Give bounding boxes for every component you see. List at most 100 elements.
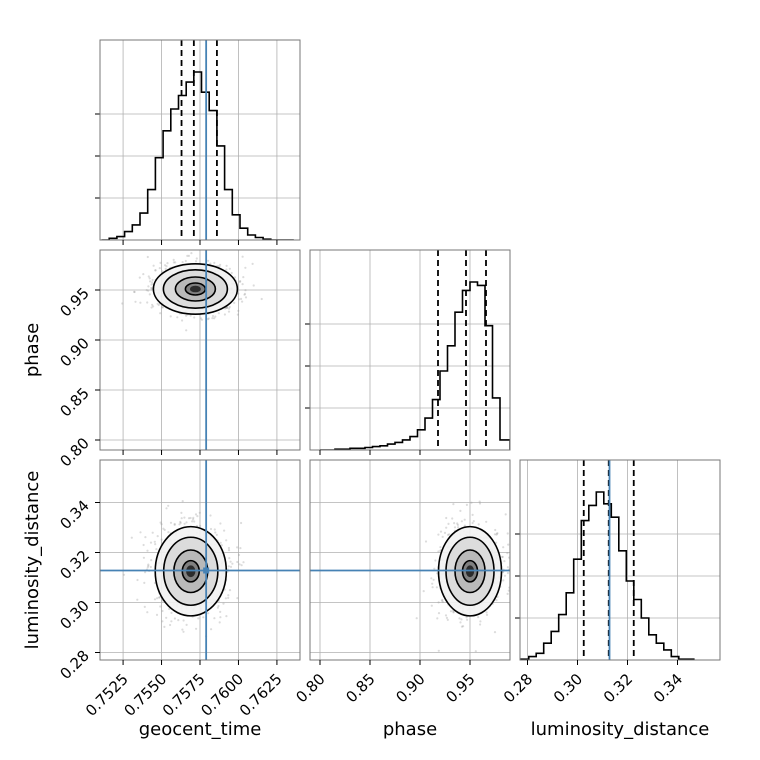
sample-point [207, 259, 210, 262]
sample-point [470, 501, 473, 504]
sample-point [227, 549, 231, 552]
sample-point [219, 263, 222, 266]
x-tick-label-phase: 0.95 [442, 670, 478, 706]
sample-point [209, 514, 212, 517]
x-tick-label-geocent_time: 0.7625 [236, 670, 286, 720]
sample-point [479, 620, 482, 623]
panel-content [121, 245, 263, 450]
sample-point [216, 264, 220, 268]
sample-point [147, 285, 150, 288]
x-axis-label-phase: phase [383, 719, 437, 740]
sample-point [472, 520, 475, 523]
panel-content [100, 460, 300, 660]
x-tick-label-phase: 0.90 [392, 670, 428, 706]
sample-point [225, 539, 228, 542]
sample-point [443, 531, 447, 535]
sample-point [181, 628, 184, 631]
sample-point [463, 524, 466, 527]
sample-point [495, 541, 498, 544]
sample-point [145, 289, 148, 292]
sample-point [457, 526, 460, 529]
sample-point [445, 526, 448, 529]
sample-point [199, 524, 202, 528]
sample-point [213, 261, 216, 264]
sample-point [503, 560, 506, 563]
panel-1-0: 0.80 0.85 0.90 0.95 [56, 245, 301, 470]
sample-point [501, 555, 504, 559]
sample-point [424, 540, 428, 543]
sample-point [211, 317, 214, 320]
sample-point [187, 254, 190, 257]
sample-point [142, 273, 145, 276]
sample-point [223, 313, 226, 316]
sample-point [147, 289, 150, 292]
y-tick-label-phase: 0.95 [56, 284, 92, 320]
panel-2-1: 0.80 0.85 0.90 0.95 [292, 459, 523, 706]
sample-point [453, 526, 457, 529]
sample-point [186, 254, 189, 257]
sample-point [160, 538, 163, 541]
sample-point [217, 604, 220, 608]
sample-point [173, 245, 175, 247]
sample-point [138, 276, 141, 279]
sample-point [165, 265, 168, 268]
sample-point [496, 595, 499, 599]
x-tick-label-luminosity_distance: 0.28 [500, 670, 536, 706]
sample-point [121, 302, 124, 305]
sample-point [236, 313, 239, 316]
sample-point [241, 255, 244, 258]
sample-point [146, 549, 149, 552]
y-tick-label-luminosity_distance: 0.32 [56, 547, 92, 583]
sample-point [493, 533, 496, 536]
sample-point [144, 536, 147, 539]
sample-point [173, 523, 176, 527]
sample-point [163, 625, 166, 629]
sample-point [446, 533, 450, 537]
sample-point [430, 604, 433, 607]
panels-layer: 0.800.850.900.950.75250.75500.75750.7600… [56, 39, 721, 720]
sample-point [495, 532, 499, 535]
sample-point [241, 300, 244, 303]
sample-point [493, 631, 497, 634]
sample-point [431, 586, 434, 589]
sample-point [437, 601, 440, 604]
sample-point [460, 618, 463, 621]
sample-point [170, 611, 173, 615]
sample-point [242, 561, 245, 564]
sample-point [142, 543, 145, 547]
sample-point [233, 301, 236, 304]
sample-point [439, 530, 443, 533]
sample-point [149, 280, 152, 283]
sample-point [165, 507, 168, 510]
sample-point [463, 518, 466, 521]
sample-point [243, 293, 246, 296]
sample-point [227, 596, 230, 600]
sample-point [437, 649, 440, 652]
sample-point [477, 616, 480, 619]
sample-point [504, 513, 507, 516]
sample-point [185, 623, 188, 627]
sample-point [149, 541, 153, 544]
sample-point [478, 500, 481, 503]
sample-point [225, 615, 228, 618]
sample-point [179, 520, 182, 524]
histogram-phase [320, 281, 510, 450]
sample-point [435, 586, 438, 589]
sample-point [501, 555, 504, 559]
sample-point [227, 307, 231, 310]
sample-point [494, 528, 497, 532]
sample-point [181, 319, 184, 322]
sample-point [182, 619, 185, 622]
sample-point [161, 306, 164, 309]
sample-point [456, 522, 459, 525]
sample-point [156, 302, 159, 305]
sample-point [196, 515, 199, 518]
sample-point [143, 581, 146, 585]
sample-point [169, 623, 172, 627]
sample-point [228, 305, 231, 309]
sample-point [153, 540, 156, 543]
sample-point [521, 548, 523, 550]
sample-point [242, 276, 245, 279]
sample-point [167, 531, 170, 534]
sample-point [172, 258, 175, 261]
